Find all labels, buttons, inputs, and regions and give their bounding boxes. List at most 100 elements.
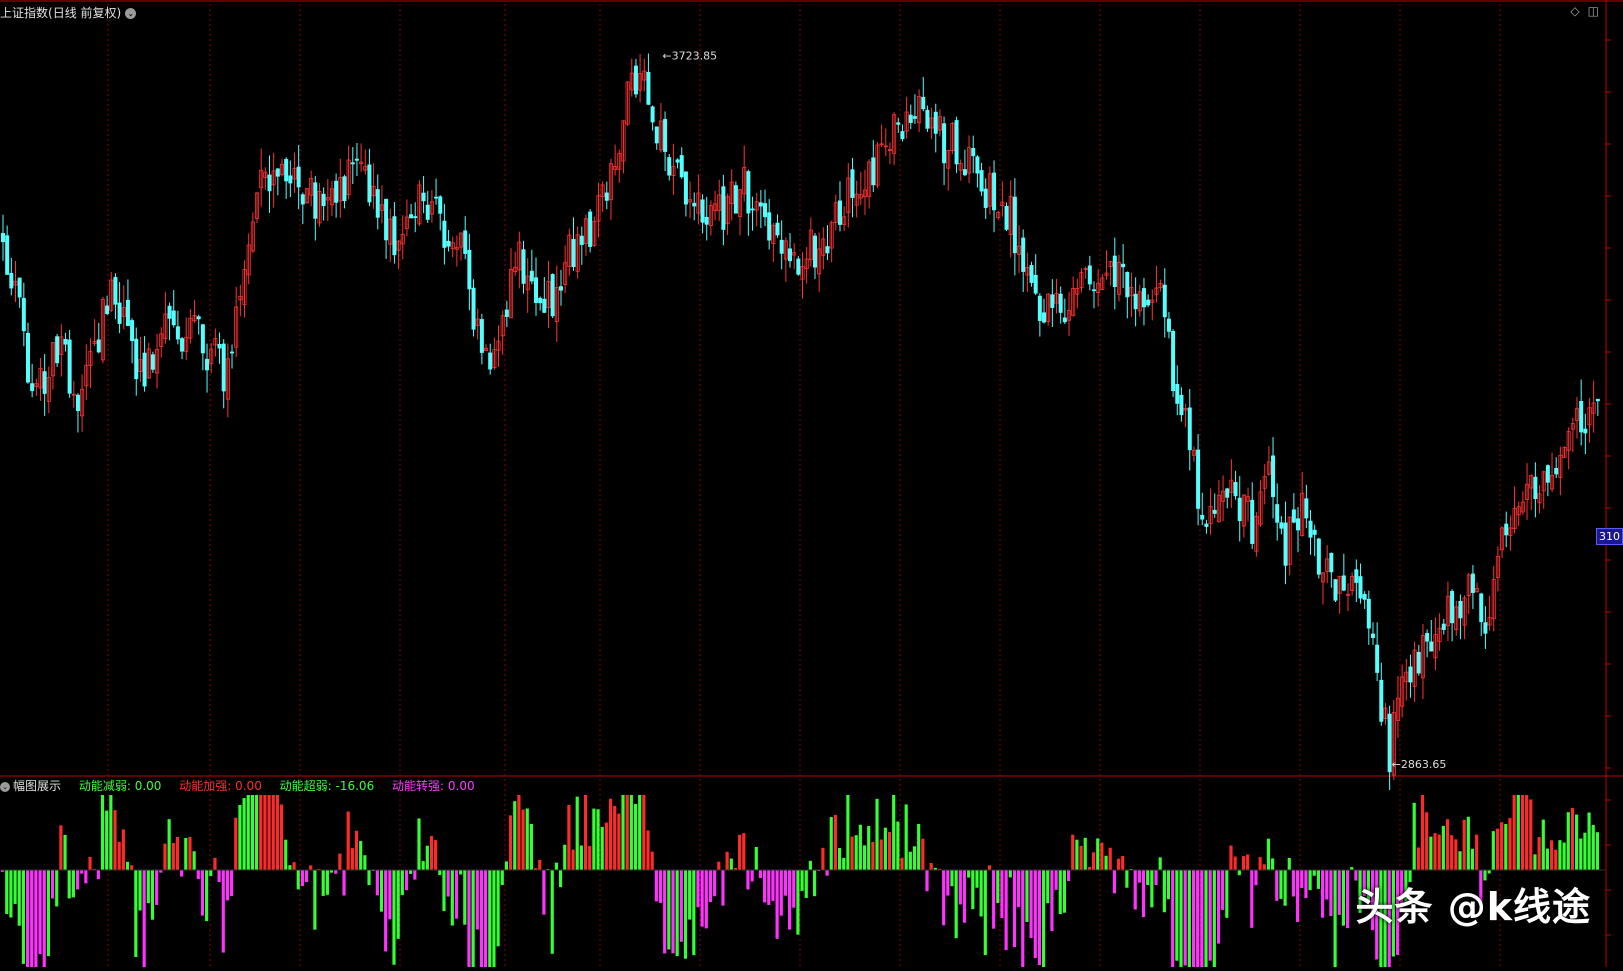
histogram-bar	[942, 870, 945, 925]
histogram-bar	[567, 805, 570, 870]
histogram-bar	[455, 870, 458, 919]
candle-body	[551, 274, 554, 315]
histogram-bar	[767, 870, 770, 905]
chevron-down-icon[interactable]: ⌄	[0, 782, 10, 792]
histogram-bar	[213, 858, 216, 870]
histogram-bar	[984, 870, 987, 955]
histogram-bar	[1492, 831, 1495, 870]
candle-body	[543, 299, 546, 312]
candle-body	[505, 310, 508, 317]
histogram-bar	[84, 870, 87, 883]
histogram-bar	[796, 870, 799, 935]
histogram-bar	[1246, 854, 1249, 870]
candle-body	[106, 306, 109, 314]
histogram-bar	[88, 857, 91, 870]
histogram-bar	[51, 870, 54, 899]
histogram-bar	[559, 870, 562, 887]
candle-body	[1034, 275, 1037, 293]
histogram-bar	[709, 870, 712, 902]
histogram-bar	[905, 804, 908, 870]
histogram-bar	[1063, 870, 1066, 913]
histogram-bar	[1292, 870, 1295, 896]
candle-body	[464, 231, 467, 254]
histogram-bar	[463, 870, 466, 925]
histogram-bar	[1167, 870, 1170, 899]
histogram-bar	[168, 819, 171, 870]
histogram-bar	[347, 812, 350, 870]
histogram-bar	[505, 861, 508, 870]
candle-body	[468, 250, 471, 289]
histogram-bar	[1267, 839, 1270, 870]
histogram-bar	[792, 870, 795, 908]
candle-body	[942, 124, 945, 163]
candle-body	[1580, 401, 1583, 432]
candle-body	[1088, 266, 1091, 284]
candle-body	[1534, 477, 1537, 498]
histogram-bar	[276, 795, 279, 870]
histogram-bar	[5, 870, 8, 914]
histogram-bar	[355, 831, 358, 870]
histogram-bar	[701, 870, 704, 927]
candle-body	[447, 241, 450, 246]
candle-body	[1426, 633, 1429, 641]
diamond-icon[interactable]: ◇	[1570, 4, 1579, 18]
histogram-bar	[788, 870, 791, 930]
candle-body	[1367, 599, 1370, 628]
histogram-bar	[1150, 870, 1153, 907]
histogram-bar	[1154, 870, 1157, 885]
histogram-bar	[617, 814, 620, 870]
histogram-bar	[351, 848, 354, 870]
candle-body	[26, 333, 29, 382]
candle-body	[1313, 530, 1316, 534]
candle-body	[301, 195, 304, 204]
candle-body	[1430, 642, 1433, 651]
histogram-bar	[659, 870, 662, 903]
candle-body	[18, 278, 21, 297]
candle-body	[1584, 429, 1587, 433]
candle-body	[1238, 498, 1241, 521]
histogram-bar	[147, 870, 150, 903]
histogram-bar	[1209, 870, 1212, 961]
histogram-bar	[417, 818, 420, 870]
histogram-bar	[1013, 870, 1016, 947]
candle-body	[268, 175, 271, 191]
histogram-bar	[1579, 839, 1582, 870]
candle-body	[980, 171, 983, 192]
histogram-bar	[1238, 870, 1241, 875]
candle-body	[1271, 456, 1274, 497]
histogram-bar	[47, 870, 50, 956]
histogram-bar	[526, 809, 529, 870]
histogram-bar	[1538, 837, 1541, 870]
histogram-bar	[263, 795, 266, 870]
histogram-bar	[1413, 803, 1416, 870]
candle-body	[1342, 576, 1345, 590]
histogram-bar	[1225, 870, 1228, 918]
restore-icon[interactable]: ◫	[1588, 4, 1599, 18]
chevron-down-icon[interactable]: ⌄	[125, 8, 136, 19]
histogram-bar	[842, 858, 845, 870]
histogram-bar	[680, 870, 683, 942]
candle-body	[1459, 601, 1462, 617]
histogram-bar	[1304, 870, 1307, 898]
histogram-bar	[1092, 852, 1095, 870]
histogram-bar	[1100, 843, 1103, 870]
histogram-bar	[413, 870, 416, 880]
candle-body	[414, 217, 417, 218]
candle-body	[1596, 399, 1599, 401]
candle-body	[1213, 510, 1216, 513]
candle-body	[1092, 290, 1095, 291]
histogram-bar	[1284, 870, 1287, 906]
histogram-bar	[921, 839, 924, 870]
histogram-bar	[592, 809, 595, 870]
histogram-bar	[442, 870, 445, 911]
histogram-bar	[692, 870, 695, 955]
histogram-bar	[1546, 849, 1549, 870]
candle-body	[1292, 510, 1295, 522]
candle-body	[734, 186, 737, 214]
candle-body	[1013, 197, 1016, 253]
histogram-bar	[363, 855, 366, 870]
histogram-bar	[172, 843, 175, 870]
histogram-bar	[1204, 870, 1207, 967]
